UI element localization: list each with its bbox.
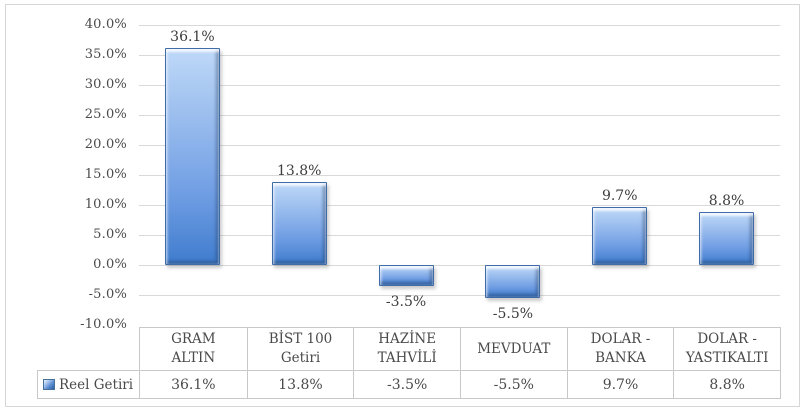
category-header-cell: GRAM ALTIN [140, 328, 247, 371]
table-value-cell: 9.7% [566, 371, 674, 399]
y-axis-tick-label: 15.0% [84, 167, 127, 182]
table-value-cell: -3.5% [353, 371, 460, 399]
data-table: GRAM ALTIN BİST 100 Getiri HAZİNE TAHVİLİ M… [139, 327, 781, 399]
y-axis-tick-label: 40.0% [84, 17, 127, 32]
category-header-cell: DOLAR - BANKA [566, 328, 674, 371]
gridline [139, 175, 780, 176]
category-header-cell: HAZİNE TAHVİLİ [353, 328, 460, 371]
bar [378, 265, 434, 286]
gridline [139, 145, 780, 146]
y-axis-tick-label: -5.0% [88, 287, 127, 302]
bar-value-label: -3.5% [385, 294, 427, 310]
legend-series-icon [43, 379, 55, 390]
y-axis-tick-label: 25.0% [84, 107, 127, 122]
category-header-cell: DOLAR - YASTIKALTI [673, 328, 780, 371]
y-axis-tick-label: -10.0% [80, 317, 127, 332]
category-header-cell: MEVDUAT [459, 328, 567, 371]
bar-value-label: -5.5% [492, 306, 534, 322]
legend: Reel Getiri [37, 370, 140, 399]
gridline [139, 235, 780, 236]
y-axis-tick-label: 35.0% [84, 47, 127, 62]
bar-value-label: 8.8% [708, 193, 745, 210]
bar [592, 206, 648, 265]
gridline [139, 55, 780, 56]
y-axis-tick-label: 10.0% [84, 197, 127, 212]
bar-value-label: 13.8% [277, 163, 322, 180]
gridline [139, 25, 780, 26]
bar-value-label: 36.1% [170, 29, 215, 46]
bar [164, 48, 220, 265]
y-axis-tick-label: 20.0% [84, 137, 127, 152]
category-header-cell: BİST 100 Getiri [246, 328, 354, 371]
bar [271, 182, 327, 265]
y-axis-tick-label: 0.0% [93, 257, 127, 272]
bar [699, 212, 755, 265]
table-value-cell: 8.8% [673, 371, 780, 399]
gridline [139, 115, 780, 116]
gridline [139, 205, 780, 206]
gridline [139, 265, 780, 266]
y-axis-tick-label: 5.0% [93, 227, 127, 242]
y-axis-tick-label: 30.0% [84, 77, 127, 92]
bar [485, 265, 541, 298]
legend-label: Reel Getiri [59, 376, 134, 393]
table-value-cell: 13.8% [246, 371, 354, 399]
bar-value-label: 9.7% [601, 187, 638, 204]
gridline [139, 85, 780, 86]
table-value-cell: -5.5% [459, 371, 567, 399]
table-value-cell: 36.1% [171, 377, 216, 393]
gridline [139, 295, 780, 296]
